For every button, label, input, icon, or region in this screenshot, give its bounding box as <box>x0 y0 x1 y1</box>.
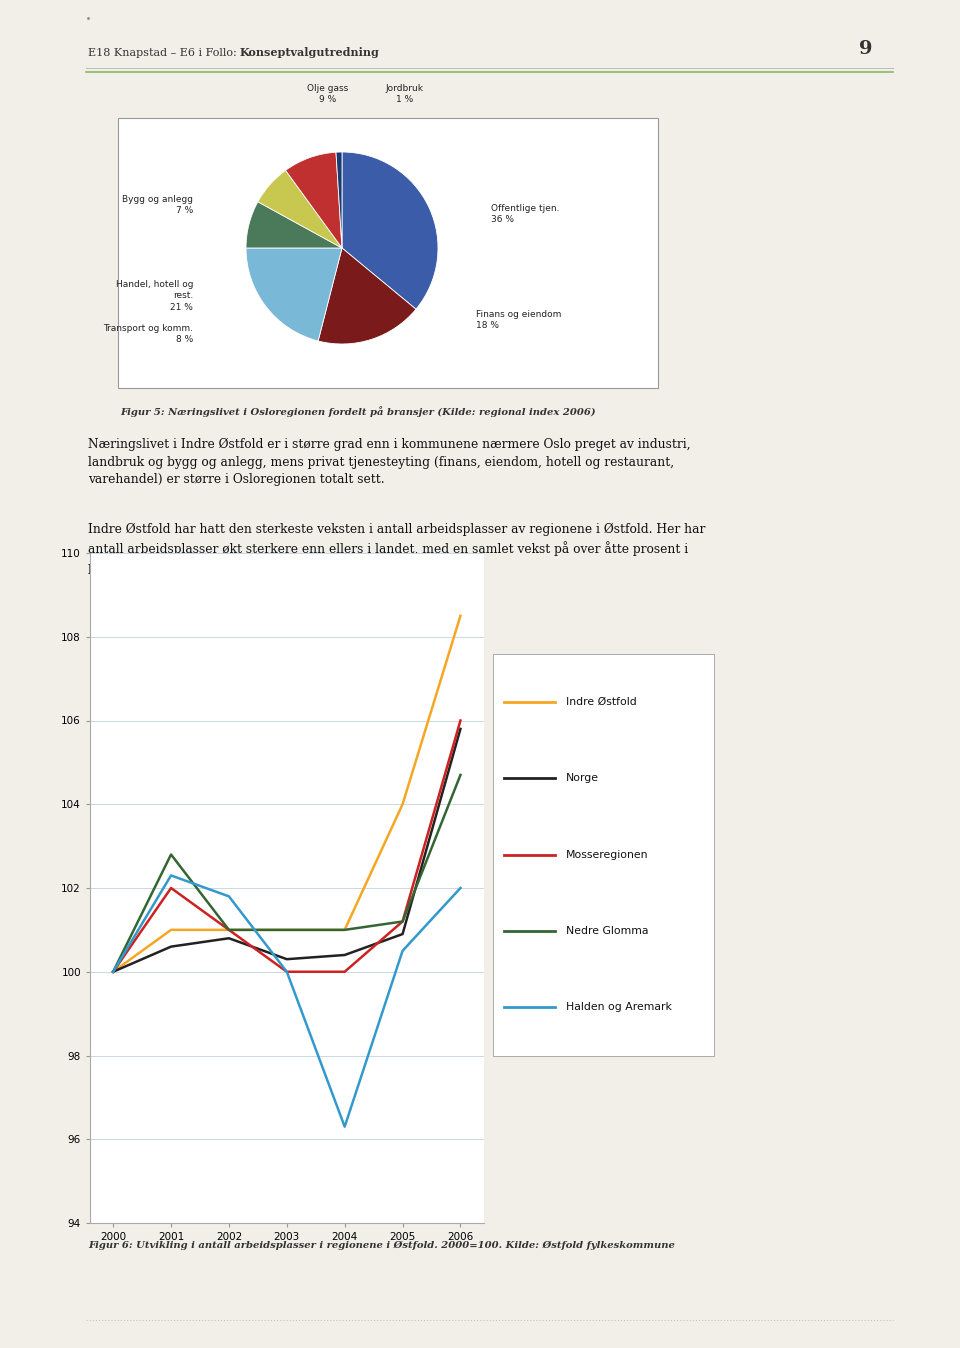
Text: Jordbruk
1 %: Jordbruk 1 % <box>385 85 423 104</box>
Text: Halden og Aremark: Halden og Aremark <box>566 1003 672 1012</box>
Text: Nedre Glomma: Nedre Glomma <box>566 926 649 936</box>
Text: Bygg og anlegg
7 %: Bygg og anlegg 7 % <box>122 194 193 214</box>
Text: Mosseregionen: Mosseregionen <box>566 849 649 860</box>
Wedge shape <box>342 152 438 309</box>
Text: Finans og eiendom
18 %: Finans og eiendom 18 % <box>476 310 562 330</box>
Wedge shape <box>336 152 342 248</box>
Text: Norge: Norge <box>566 774 599 783</box>
Text: Indre Østfold har hatt den sterkeste veksten i antall arbeidsplasser av regionen: Indre Østfold har hatt den sterkeste vek… <box>88 523 706 574</box>
Wedge shape <box>258 170 342 248</box>
Text: 9: 9 <box>858 40 872 58</box>
Text: Indre Østfold: Indre Østfold <box>566 697 636 706</box>
Text: Transport og komm.
8 %: Transport og komm. 8 % <box>103 325 193 345</box>
Text: Figur 5: Næringslivet i Osloregionen fordelt på bransjer (Kilde: regional index : Figur 5: Næringslivet i Osloregionen for… <box>120 406 595 417</box>
Wedge shape <box>285 152 342 248</box>
Text: Olje gass
9 %: Olje gass 9 % <box>307 85 348 104</box>
Bar <box>118 119 658 388</box>
Text: E18 Knapstad – E6 i Follo:: E18 Knapstad – E6 i Follo: <box>88 49 240 58</box>
Text: Konseptvalgutredning: Konseptvalgutredning <box>240 47 380 58</box>
Wedge shape <box>246 202 342 248</box>
Text: Handel, hotell og
rest.
21 %: Handel, hotell og rest. 21 % <box>116 280 193 311</box>
Wedge shape <box>246 248 342 341</box>
Text: Offentlige tjen.
36 %: Offentlige tjen. 36 % <box>491 205 560 225</box>
Text: Næringslivet i Indre Østfold er i større grad enn i kommunene nærmere Oslo prege: Næringslivet i Indre Østfold er i større… <box>88 438 690 487</box>
Text: Figur 6: Utvikling i antall arbeidsplasser i regionene i Østfold. 2000=100. Kild: Figur 6: Utvikling i antall arbeidsplass… <box>88 1242 675 1250</box>
Wedge shape <box>318 248 416 344</box>
